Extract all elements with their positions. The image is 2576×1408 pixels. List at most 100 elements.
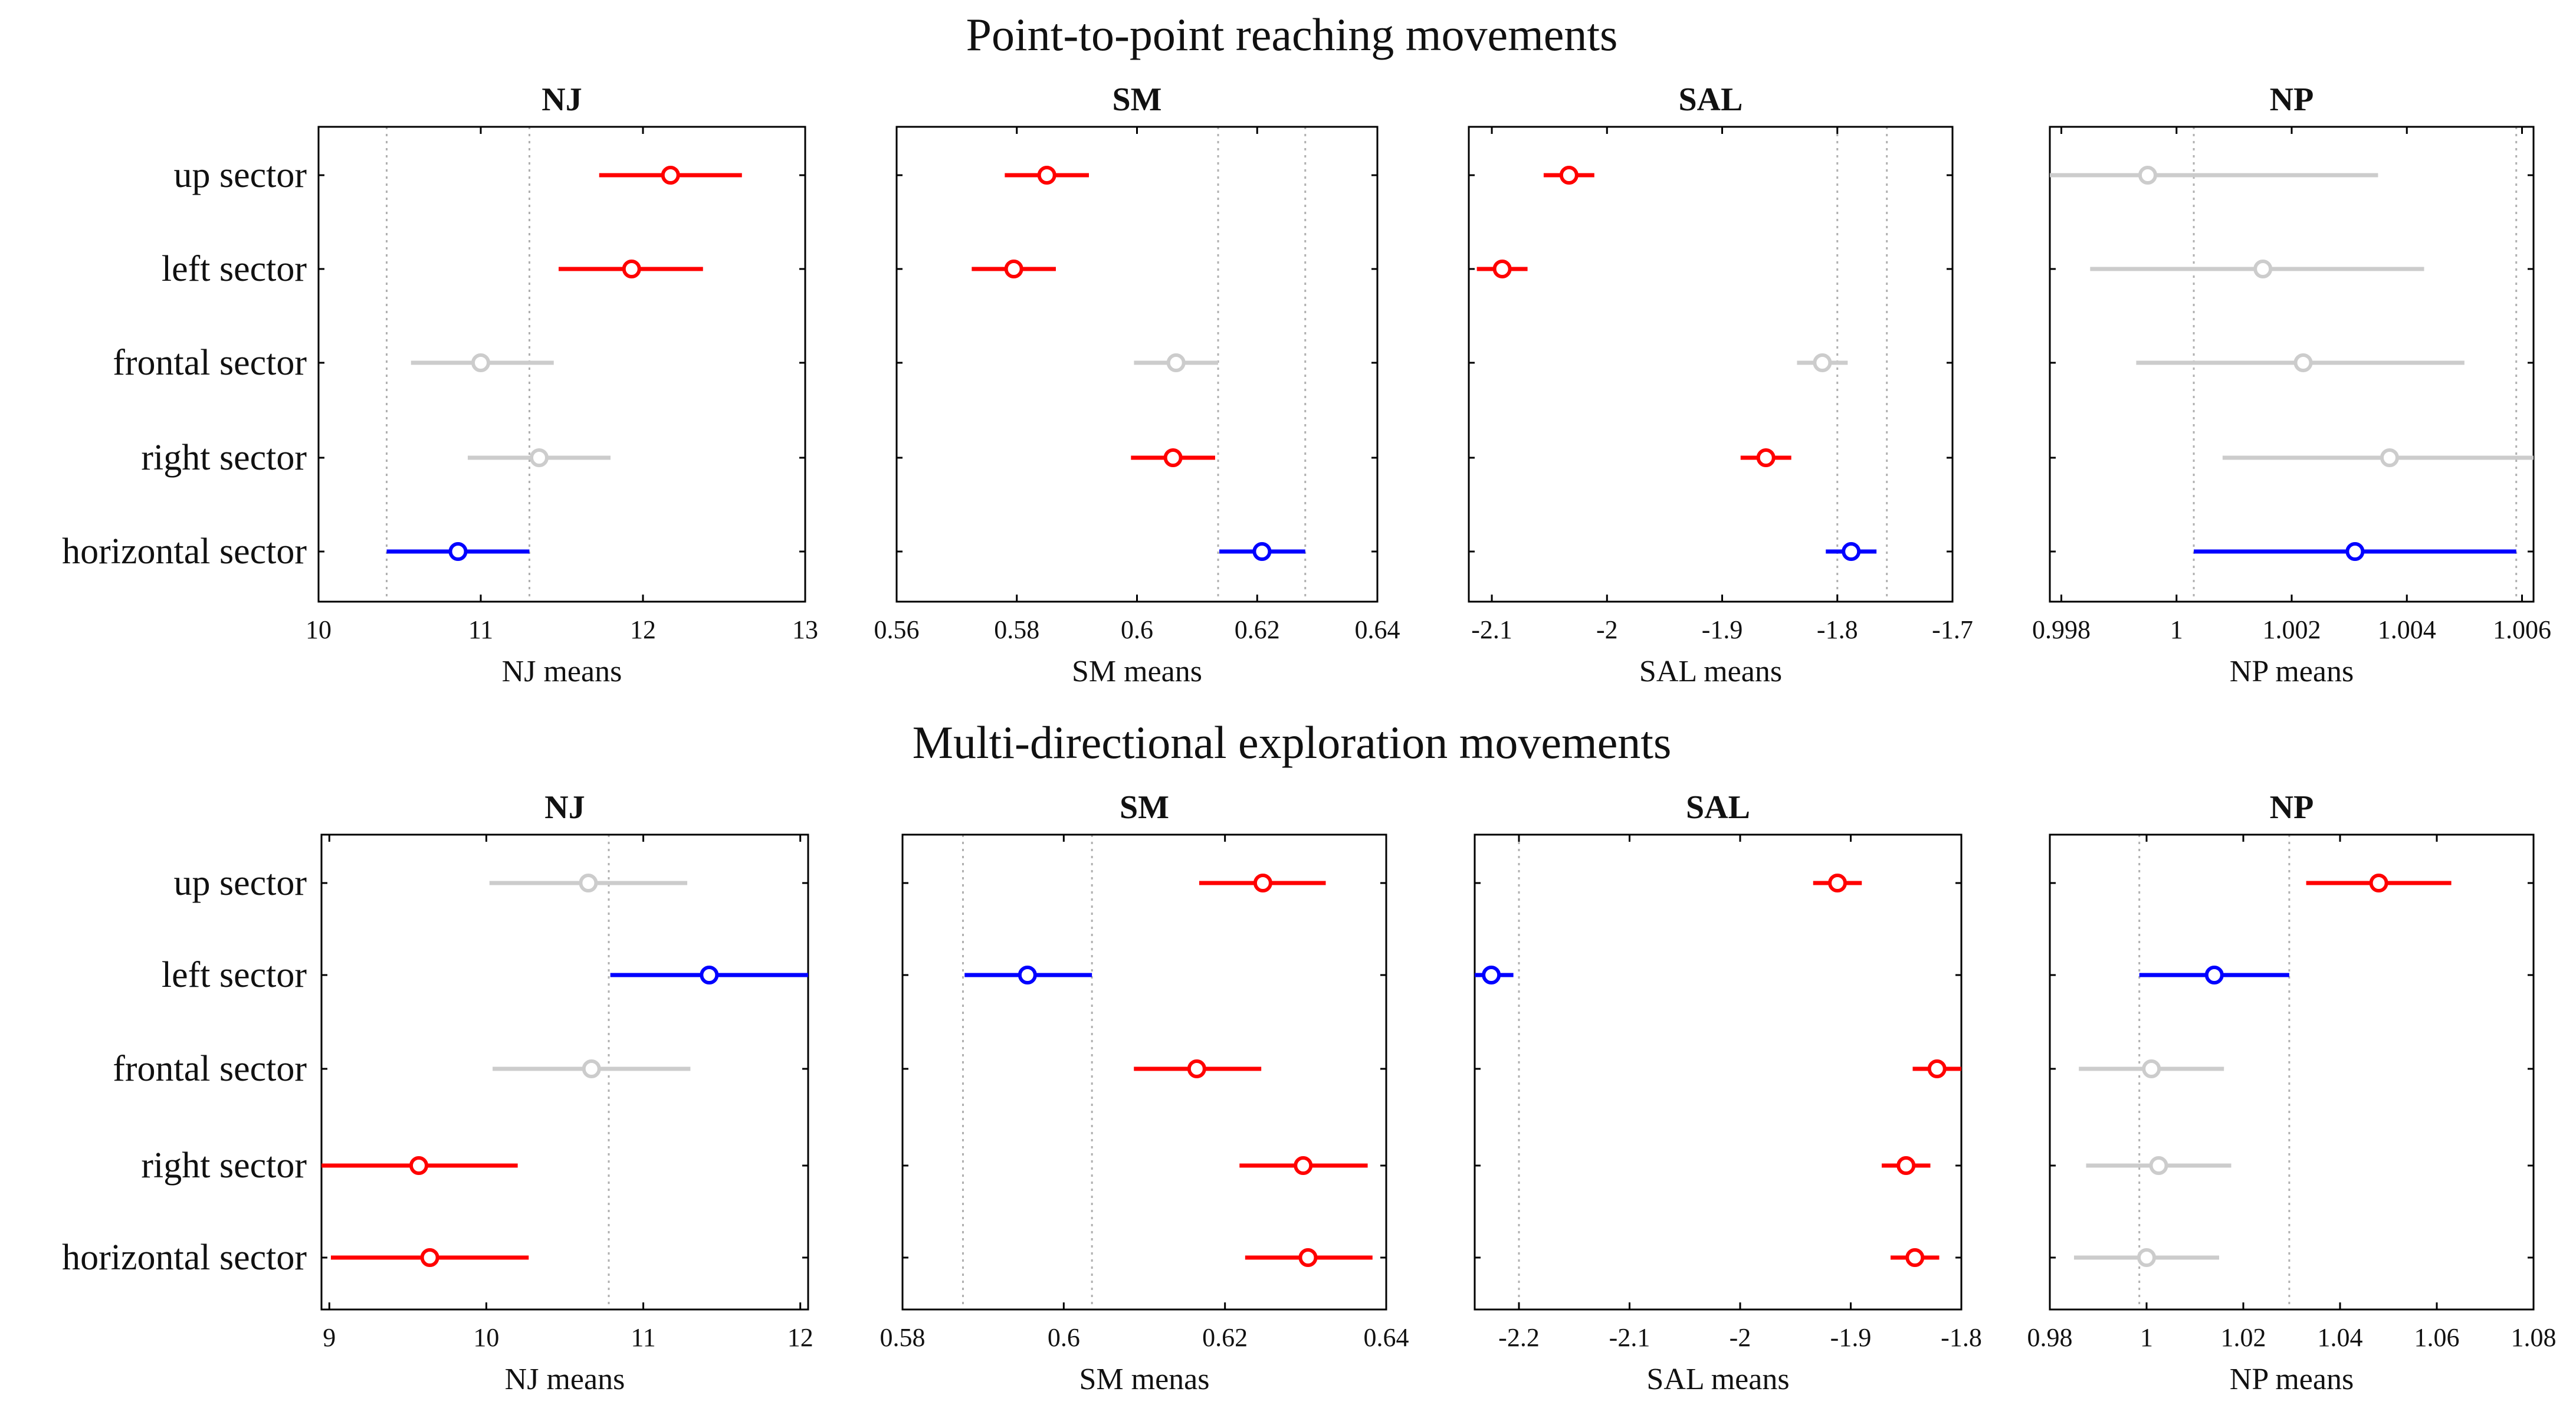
plot-frame	[901, 833, 1387, 1311]
x-tick-label: 0.6	[1048, 1323, 1080, 1352]
mean-marker-horizontal-sector	[420, 1248, 439, 1267]
panel-sm-reaching: SM 0.56 0.58 0.6 0.62 0.64 SM means	[874, 81, 1400, 688]
panel-title: SM	[1113, 81, 1162, 118]
mean-marker-right-sector	[2149, 1156, 2168, 1175]
mean-marker-right-sector	[1163, 448, 1183, 467]
x-tick-label: 0.64	[1355, 615, 1400, 644]
mean-marker-horizontal-sector	[1842, 542, 1861, 561]
mean-marker-frontal-sector	[2142, 1059, 2161, 1078]
x-tick-label: 1.06	[2414, 1323, 2460, 1352]
mean-marker-up-sector	[2369, 874, 2388, 892]
row-title-reaching: Point-to-point reaching movements	[966, 9, 1618, 60]
mean-marker-up-sector	[661, 166, 680, 185]
category-label-right-sector: right sector	[141, 1146, 307, 1186]
panel-sal-reaching: SAL -2.1 -2 -1.9 -1.8 -1.7 SAL means	[1468, 81, 1973, 688]
category-label-up-sector: up sector	[173, 863, 307, 903]
mean-marker-left-sector	[1004, 260, 1023, 278]
category-label-horizontal-sector: horizontal sector	[62, 1238, 307, 1278]
plot-frame	[1474, 833, 1963, 1311]
x-tick-label: 1.004	[2378, 615, 2436, 644]
x-tick-label: 10	[306, 615, 332, 644]
mean-marker-up-sector	[2138, 166, 2157, 185]
mean-marker-up-sector	[579, 874, 598, 892]
category-label-left-sector: left sector	[162, 249, 307, 289]
x-axis-label: SAL means	[1646, 1363, 1789, 1396]
x-tick-label: -2	[1730, 1323, 1751, 1352]
x-tick-label: -1.8	[1941, 1323, 1982, 1352]
mean-marker-horizontal-sector	[1252, 542, 1272, 561]
x-tick-label: 1	[2140, 1323, 2153, 1352]
x-tick-label: -1.7	[1932, 615, 1973, 644]
mean-marker-right-sector	[2380, 448, 2399, 467]
mean-marker-frontal-sector	[1927, 1059, 1947, 1078]
x-tick-label: 0.62	[1202, 1323, 1248, 1352]
panel-title: NP	[2270, 81, 2314, 118]
x-tick-label: 1.006	[2493, 615, 2551, 644]
x-tick-label: 1.04	[2318, 1323, 2363, 1352]
mean-marker-frontal-sector	[2293, 353, 2313, 372]
mean-marker-right-sector	[1756, 448, 1776, 467]
mean-marker-left-sector	[1018, 966, 1037, 984]
mean-marker-right-sector	[1896, 1156, 1916, 1175]
x-tick-label: -2.1	[1471, 615, 1512, 644]
mean-marker-horizontal-sector	[1298, 1248, 1318, 1267]
category-labels-exploration: up sector left sector frontal sector rig…	[62, 863, 307, 1278]
category-label-horizontal-sector: horizontal sector	[62, 531, 307, 572]
x-axis-label: NJ means	[502, 655, 622, 688]
mean-marker-right-sector	[409, 1156, 428, 1175]
x-tick-label: 0.56	[874, 615, 920, 644]
x-tick-label: -2.1	[1609, 1323, 1650, 1352]
mean-marker-up-sector	[1828, 874, 1847, 892]
mean-marker-left-sector	[622, 260, 641, 278]
x-tick-label: 12	[630, 615, 656, 644]
mean-marker-right-sector	[1294, 1156, 1313, 1175]
mean-marker-frontal-sector	[1166, 353, 1186, 372]
mean-marker-horizontal-sector	[1905, 1248, 1925, 1267]
panel-sm-exploration: SM 0.58 0.6 0.62 0.64 SM menas	[880, 789, 1409, 1396]
x-tick-label: 1.08	[2511, 1323, 2557, 1352]
panel-title: SAL	[1679, 81, 1743, 118]
mean-marker-left-sector	[2204, 966, 2224, 984]
panel-sal-exploration: SAL -2.2 -2.1 -2 -1.9 -1.8 SAL means	[1474, 789, 1982, 1396]
category-label-left-sector: left sector	[162, 955, 307, 995]
panel-nj-reaching: NJ 10 11 12 13 NJ means	[306, 81, 818, 688]
panel-title: SAL	[1686, 789, 1750, 826]
plot-frame	[2049, 833, 2535, 1311]
x-tick-label: 13	[792, 615, 818, 644]
x-tick-label: 11	[468, 615, 493, 644]
category-label-frontal-sector: frontal sector	[113, 1049, 307, 1089]
plot-frame	[320, 833, 809, 1311]
panel-title: NJ	[542, 81, 582, 118]
mean-marker-right-sector	[530, 448, 549, 467]
x-tick-label: -2	[1596, 615, 1618, 644]
x-tick-label: -1.8	[1817, 615, 1858, 644]
x-tick-label: 1	[2170, 615, 2183, 644]
panel-title: NJ	[544, 789, 585, 826]
mean-marker-frontal-sector	[582, 1059, 601, 1078]
mean-marker-left-sector	[1492, 260, 1512, 278]
x-tick-label: 0.6	[1121, 615, 1153, 644]
panel-title: SM	[1120, 789, 1169, 826]
mean-marker-horizontal-sector	[2345, 542, 2365, 561]
x-tick-label: 1.02	[2221, 1323, 2266, 1352]
mean-marker-up-sector	[1037, 166, 1056, 185]
panel-nj-exploration: NJ 9 10 11 12 NJ means	[320, 789, 813, 1396]
x-axis-label: NJ means	[505, 1363, 625, 1396]
mean-marker-frontal-sector	[1187, 1059, 1206, 1078]
x-tick-label: 0.62	[1235, 615, 1280, 644]
category-label-frontal-sector: frontal sector	[113, 343, 307, 383]
x-tick-label: 1.002	[2263, 615, 2321, 644]
plot-frame	[1468, 126, 1954, 603]
mean-marker-left-sector	[1482, 966, 1501, 984]
category-label-up-sector: up sector	[173, 155, 307, 195]
x-tick-label: -1.9	[1702, 615, 1743, 644]
mean-marker-left-sector	[2253, 260, 2273, 278]
x-axis-label: SM menas	[1079, 1363, 1210, 1396]
plot-frame	[317, 126, 806, 603]
x-axis-label: SAL means	[1639, 655, 1782, 688]
panel-title: NP	[2270, 789, 2314, 826]
row-title-exploration: Multi-directional exploration movements	[913, 717, 1672, 768]
mean-marker-horizontal-sector	[448, 542, 468, 561]
